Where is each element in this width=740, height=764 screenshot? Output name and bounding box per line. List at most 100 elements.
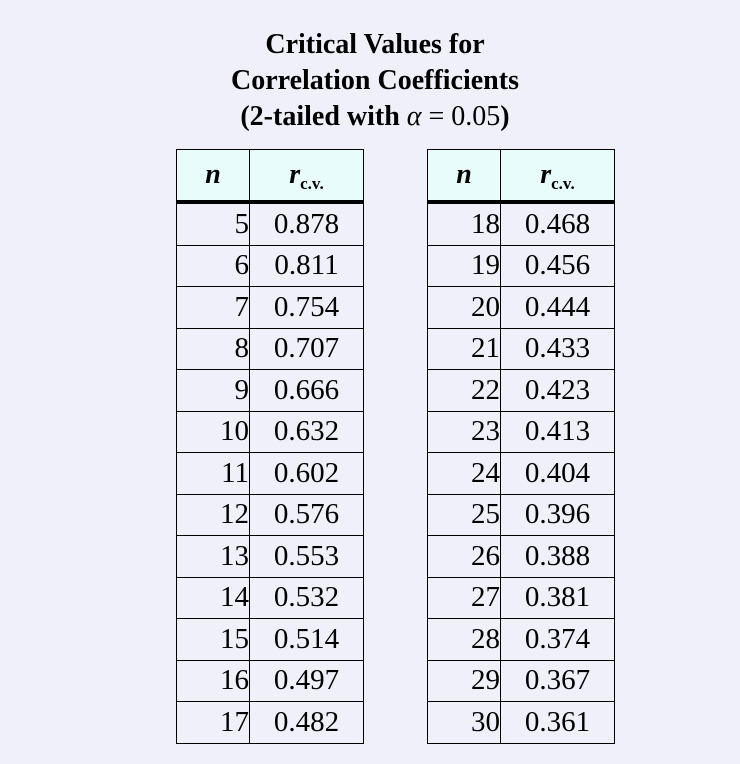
cell-r-cv: 0.576: [249, 493, 364, 536]
cell-n: 6: [176, 244, 250, 287]
cell-r-cv: 0.514: [249, 618, 364, 661]
cell-n: 17: [176, 701, 250, 744]
table-row: 20 0.444: [427, 286, 615, 329]
cell-r-cv: 0.456: [500, 244, 615, 287]
cell-r-cv: 0.404: [500, 452, 615, 495]
alpha-symbol: α: [406, 101, 422, 132]
cell-n: 16: [176, 659, 250, 702]
cell-r-cv: 0.423: [500, 369, 615, 412]
cell-n: 30: [427, 701, 501, 744]
table-row: 23 0.413: [427, 410, 615, 453]
title-line-2: Correlation Coefficients: [231, 65, 519, 96]
header-r-subscript: c.v.: [300, 174, 324, 193]
cell-r-cv: 0.444: [500, 286, 615, 329]
cell-n: 11: [176, 452, 250, 495]
table-row: 12 0.576: [176, 493, 364, 536]
cell-n: 27: [427, 576, 501, 619]
cell-n: 13: [176, 535, 250, 578]
table-row: 21 0.433: [427, 327, 615, 370]
cell-n: 14: [176, 576, 250, 619]
table-row: 24 0.404: [427, 452, 615, 495]
cell-n: 5: [176, 201, 250, 246]
table-row: 10 0.632: [176, 410, 364, 453]
cell-n: 18: [427, 201, 501, 246]
table-row: 22 0.423: [427, 369, 615, 412]
cell-n: 21: [427, 327, 501, 370]
cell-n: 10: [176, 410, 250, 453]
header-r-cv: rc.v.: [249, 149, 364, 204]
critical-values-table-left: n rc.v. 5 0.878 6 0.811 7 0.754 8 0.707 9 0.666 10…: [176, 149, 364, 744]
table-row: 19 0.456: [427, 244, 615, 287]
cell-n: 24: [427, 452, 501, 495]
cell-n: 19: [427, 244, 501, 287]
cell-r-cv: 0.413: [500, 410, 615, 453]
table-row: 28 0.374: [427, 618, 615, 661]
cell-r-cv: 0.553: [249, 535, 364, 578]
header-r-subscript: c.v.: [551, 174, 575, 193]
cell-r-cv: 0.532: [249, 576, 364, 619]
cell-n: 26: [427, 535, 501, 578]
cell-r-cv: 0.666: [249, 369, 364, 412]
table-row: 6 0.811: [176, 244, 364, 287]
page-title: Critical Values for Correlation Coeffici…: [0, 27, 740, 135]
cell-r-cv: 0.468: [500, 201, 615, 246]
table-row: 16 0.497: [176, 659, 364, 702]
cell-r-cv: 0.361: [500, 701, 615, 744]
cell-r-cv: 0.388: [500, 535, 615, 578]
title-line-3-suffix: ): [500, 101, 510, 132]
cell-r-cv: 0.433: [500, 327, 615, 370]
cell-r-cv: 0.367: [500, 659, 615, 702]
cell-n: 29: [427, 659, 501, 702]
table-row: 13 0.553: [176, 535, 364, 578]
header-r-cv: rc.v.: [500, 149, 615, 204]
cell-n: 12: [176, 493, 250, 536]
table-row: 15 0.514: [176, 618, 364, 661]
header-r: r: [540, 159, 552, 190]
cell-n: 23: [427, 410, 501, 453]
cell-r-cv: 0.754: [249, 286, 364, 329]
cell-r-cv: 0.497: [249, 659, 364, 702]
cell-n: 7: [176, 286, 250, 329]
cell-n: 8: [176, 327, 250, 370]
table-row: 11 0.602: [176, 452, 364, 495]
cell-r-cv: 0.396: [500, 493, 615, 536]
table-row: 30 0.361: [427, 701, 615, 744]
cell-r-cv: 0.482: [249, 701, 364, 744]
cell-r-cv: 0.632: [249, 410, 364, 453]
table-row: 18 0.468: [427, 201, 615, 246]
table-row: 29 0.367: [427, 659, 615, 702]
critical-values-table-right: n rc.v. 18 0.468 19 0.456 20 0.444 21 0.433 22 0.…: [427, 149, 615, 744]
table-row: 17 0.482: [176, 701, 364, 744]
table-row: 26 0.388: [427, 535, 615, 578]
header-n: n: [427, 149, 501, 204]
cell-r-cv: 0.811: [249, 244, 364, 287]
alpha-value: 0.05: [451, 101, 501, 132]
cell-n: 9: [176, 369, 250, 412]
table-row: 14 0.532: [176, 576, 364, 619]
cell-r-cv: 0.374: [500, 618, 615, 661]
cell-n: 20: [427, 286, 501, 329]
table-row: 25 0.396: [427, 493, 615, 536]
cell-r-cv: 0.602: [249, 452, 364, 495]
table-row: 5 0.878: [176, 201, 364, 246]
cell-r-cv: 0.381: [500, 576, 615, 619]
cell-n: 28: [427, 618, 501, 661]
cell-n: 25: [427, 493, 501, 536]
header-r: r: [289, 159, 301, 190]
title-line-3: (2-tailed with α = 0.05): [0, 99, 740, 135]
table-body-right: 18 0.468 19 0.456 20 0.444 21 0.433 22 0.423 23 0.4…: [427, 201, 615, 744]
cell-n: 15: [176, 618, 250, 661]
table-row: 8 0.707: [176, 327, 364, 370]
cell-r-cv: 0.878: [249, 201, 364, 246]
table-header-row: n rc.v.: [427, 149, 615, 204]
title-line-3-prefix: (2-tailed with: [240, 101, 407, 132]
title-line-1: Critical Values for: [265, 29, 485, 60]
cell-r-cv: 0.707: [249, 327, 364, 370]
cell-n: 22: [427, 369, 501, 412]
table-row: 7 0.754: [176, 286, 364, 329]
table-row: 9 0.666: [176, 369, 364, 412]
equals-sign: =: [428, 101, 445, 132]
table-body-left: 5 0.878 6 0.811 7 0.754 8 0.707 9 0.666 10 0.632 11 0…: [176, 201, 364, 744]
header-n: n: [176, 149, 250, 204]
table-header-row: n rc.v.: [176, 149, 364, 204]
